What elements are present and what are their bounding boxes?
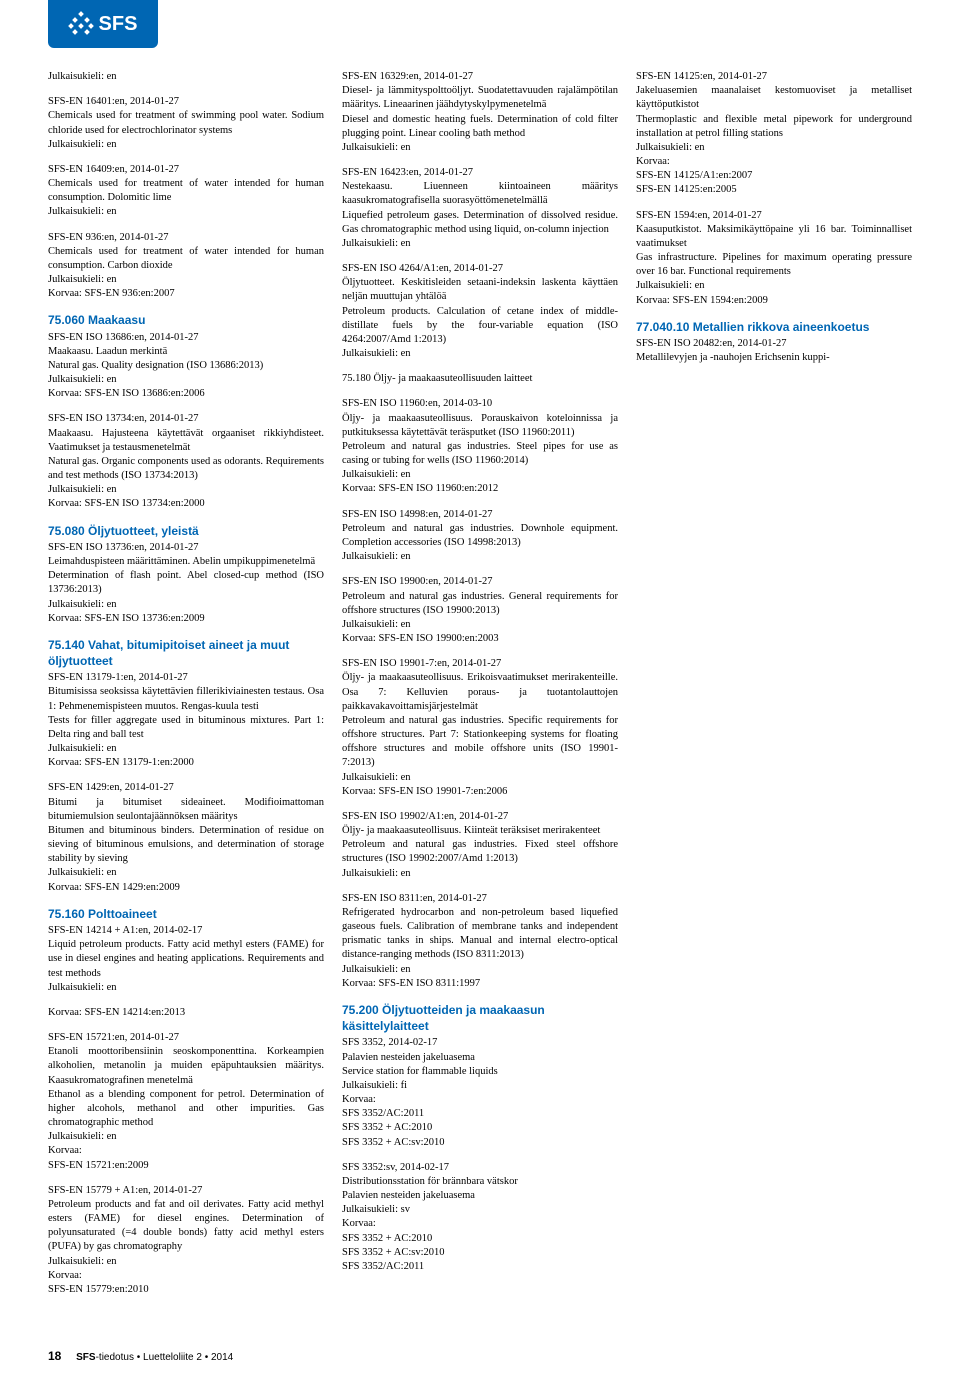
standard-entry: SFS-EN 16423:en, 2014-01-27Nestekaasu. L… [342,166,618,251]
standard-entry: SFS-EN 1429:en, 2014-01-27Bitumi ja bitu… [48,781,324,894]
standard-entry: SFS-EN ISO 19902/A1:en, 2014-01-27Öljy- … [342,810,618,881]
standard-entry: 75.180 Öljy- ja maakaasuteollisuuden lai… [342,372,618,386]
standard-entry: SFS-EN ISO 13736:en, 2014-01-27Leimahdus… [48,541,324,626]
footer-rest: -tiedotus • Luetteloliite 2 • 2014 [96,1352,234,1363]
standard-entry: SFS-EN ISO 8311:en, 2014-01-27Refrigerat… [342,892,618,991]
section-heading: 75.060 Maakaasu [48,312,324,328]
logo-badge: SFS [48,0,158,48]
section-heading: 77.040.10 Metallien rikkova aineenkoetus [636,319,912,335]
standard-entry: SFS-EN 15779 + A1:en, 2014-01-27Petroleu… [48,1184,324,1297]
standard-entry: Julkaisukieli: en [48,70,324,84]
standard-entry: SFS-EN 936:en, 2014-01-27Chemicals used … [48,231,324,302]
standard-entry: SFS-EN ISO 20482:en, 2014-01-27Metallile… [636,337,912,365]
section-heading: 75.080 Öljytuotteet, yleistä [48,523,324,539]
standard-entry: SFS-EN ISO 11960:en, 2014-03-10Öljy- ja … [342,397,618,496]
standard-entry: SFS-EN 16329:en, 2014-01-27Diesel- ja lä… [342,70,618,155]
standard-entry: SFS-EN ISO 13686:en, 2014-01-27Maakaasu.… [48,331,324,402]
standard-entry: SFS 3352, 2014-02-17Palavien nesteiden j… [342,1036,618,1149]
logo-text: SFS [99,11,138,38]
section-heading: 75.200 Öljytuotteiden ja maakaasun käsit… [342,1002,618,1034]
standard-entry: SFS-EN ISO 19900:en, 2014-01-27Petroleum… [342,575,618,646]
standard-entry: SFS-EN ISO 14998:en, 2014-01-27Petroleum… [342,508,618,565]
standard-entry: SFS 3352:sv, 2014-02-17Distributionsstat… [342,1161,618,1274]
standard-entry: SFS-EN 14125:en, 2014-01-27Jakeluasemien… [636,70,912,198]
footer-publication: SFS [76,1352,95,1363]
standard-entry: SFS-EN 15721:en, 2014-01-27Etanoli moott… [48,1031,324,1173]
page-footer: 18 SFS-tiedotus • Luetteloliite 2 • 2014 [48,1348,233,1365]
page-body: Julkaisukieli: en SFS-EN 16401:en, 2014-0… [0,0,960,1330]
logo-dots-icon [69,12,93,36]
section-heading: 75.160 Polttoaineet [48,906,324,922]
standard-entry: SFS-EN ISO 4264/A1:en, 2014-01-27Öljytuo… [342,262,618,361]
standard-entry: SFS-EN 16401:en, 2014-01-27Chemicals use… [48,95,324,152]
standard-entry: Korvaa: SFS-EN 14214:en:2013 [48,1006,324,1020]
standard-entry: SFS-EN ISO 13734:en, 2014-01-27Maakaasu.… [48,412,324,511]
section-heading: 75.140 Vahat, bitumipitoiset aineet ja m… [48,637,324,669]
page-number: 18 [48,1349,61,1363]
standard-entry: SFS-EN 13179-1:en, 2014-01-27Bitumisissa… [48,671,324,770]
standard-entry: SFS-EN 16409:en, 2014-01-27Chemicals use… [48,163,324,220]
standard-entry: SFS-EN 14214 + A1:en, 2014-02-17Liquid p… [48,924,324,995]
standard-entry: SFS-EN ISO 19901-7:en, 2014-01-27Öljy- j… [342,657,618,799]
standard-entry: SFS-EN 1594:en, 2014-01-27Kaasuputkistot… [636,209,912,308]
